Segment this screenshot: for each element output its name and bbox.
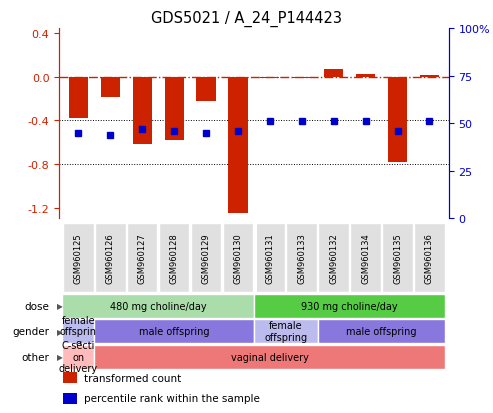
Bar <box>63 373 77 383</box>
Bar <box>228 78 247 214</box>
Text: GSM960128: GSM960128 <box>170 233 178 283</box>
Text: GDS5021 / A_24_P144423: GDS5021 / A_24_P144423 <box>151 10 342 26</box>
Bar <box>382 224 413 292</box>
Bar <box>69 78 88 119</box>
Text: GSM960131: GSM960131 <box>265 233 275 283</box>
Text: dose: dose <box>25 301 49 311</box>
Text: GSM960132: GSM960132 <box>329 233 338 283</box>
Text: GSM960134: GSM960134 <box>361 233 370 283</box>
Text: GSM960130: GSM960130 <box>233 233 243 283</box>
Bar <box>292 78 312 79</box>
Bar <box>62 294 254 318</box>
Text: male offspring: male offspring <box>347 326 417 337</box>
Text: female
offsprin
g: female offsprin g <box>60 315 97 348</box>
Bar <box>318 320 446 343</box>
Bar <box>101 78 120 97</box>
Bar <box>95 224 126 292</box>
Bar <box>191 224 221 292</box>
Bar <box>133 78 152 145</box>
Bar <box>223 224 253 292</box>
Bar <box>420 76 439 78</box>
Bar <box>127 224 157 292</box>
Text: ▶: ▶ <box>57 352 63 361</box>
Bar <box>351 224 381 292</box>
Text: other: other <box>21 352 49 362</box>
Text: transformed count: transformed count <box>84 373 182 383</box>
Text: ▶: ▶ <box>57 327 63 336</box>
Bar <box>254 320 318 343</box>
Bar <box>286 224 317 292</box>
Bar <box>254 224 285 292</box>
Bar <box>165 78 184 141</box>
Bar <box>254 294 446 318</box>
Text: 480 mg choline/day: 480 mg choline/day <box>110 301 207 311</box>
Text: GSM960129: GSM960129 <box>202 233 211 283</box>
Bar <box>356 74 375 78</box>
Bar <box>63 224 94 292</box>
Bar <box>388 78 407 162</box>
Text: ▶: ▶ <box>57 301 63 311</box>
Bar <box>260 78 280 79</box>
Bar <box>318 224 349 292</box>
Text: male offspring: male offspring <box>139 326 210 337</box>
Bar <box>414 224 445 292</box>
Bar <box>196 78 215 102</box>
Bar <box>62 345 94 369</box>
Bar <box>324 70 343 78</box>
Bar <box>62 320 94 343</box>
Text: GSM960126: GSM960126 <box>106 233 115 283</box>
Text: GSM960135: GSM960135 <box>393 233 402 283</box>
Text: 930 mg choline/day: 930 mg choline/day <box>301 301 398 311</box>
Bar <box>159 224 189 292</box>
Text: C-secti
on
delivery: C-secti on delivery <box>59 340 98 373</box>
Text: vaginal delivery: vaginal delivery <box>231 352 309 362</box>
Text: GSM960133: GSM960133 <box>297 233 306 283</box>
Bar <box>63 393 77 404</box>
Text: female
offspring: female offspring <box>264 320 307 342</box>
Text: GSM960136: GSM960136 <box>425 233 434 283</box>
Bar <box>94 320 254 343</box>
Text: GSM960125: GSM960125 <box>74 233 83 283</box>
Text: percentile rank within the sample: percentile rank within the sample <box>84 394 260 404</box>
Text: GSM960127: GSM960127 <box>138 233 146 283</box>
Bar <box>253 223 257 293</box>
Text: gender: gender <box>12 326 49 337</box>
